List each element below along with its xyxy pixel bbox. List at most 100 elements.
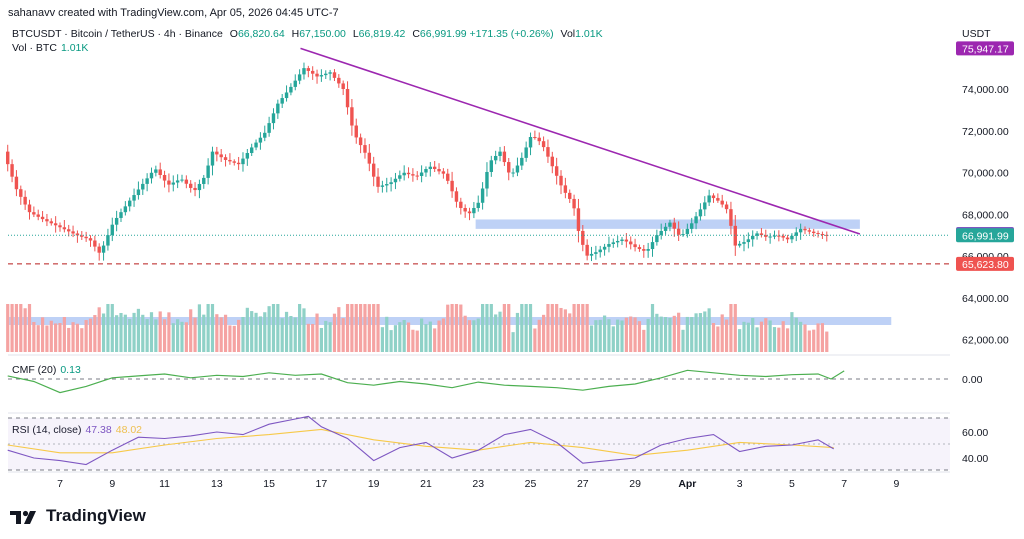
candle-body: [67, 229, 71, 232]
volume-bar: [350, 304, 354, 352]
volume-bar: [585, 304, 589, 352]
candle-body: [419, 172, 424, 176]
volume-bar: [71, 322, 75, 352]
candle-body: [459, 201, 463, 208]
volume-bar: [803, 324, 807, 352]
time-axis-label: 5: [789, 478, 795, 490]
volume-bar: [136, 308, 141, 352]
volume-bar: [629, 316, 633, 352]
volume-bar: [463, 315, 467, 352]
volume-bar: [646, 318, 650, 352]
candle-body: [228, 159, 232, 162]
price-axis-label: 74,000.00: [962, 84, 1009, 96]
time-axis-label: 3: [737, 478, 743, 490]
candle-body: [716, 198, 720, 201]
volume-bar: [88, 318, 93, 352]
volume-bar: [306, 323, 310, 352]
volume-bar: [219, 317, 223, 352]
candle-body: [711, 195, 716, 199]
volume-bar: [27, 304, 32, 352]
volume-bar: [345, 304, 350, 352]
volume-bar: [62, 317, 66, 352]
cmf-legend: CMF (20) 0.13: [12, 364, 81, 376]
symbol-description[interactable]: BTCUSDT · Bitcoin / TetherUS · 4h · Bina…: [12, 28, 223, 40]
volume-bar: [494, 314, 498, 352]
candle-body: [493, 155, 498, 161]
candle-body: [202, 177, 206, 184]
descending-trendline: [300, 47, 861, 235]
candle-body: [402, 172, 406, 176]
volume-bar: [537, 319, 541, 352]
volume-bar: [154, 319, 158, 352]
candle-body: [284, 92, 289, 99]
candle-body: [332, 72, 337, 78]
volume-bar: [376, 304, 380, 352]
volume-bar: [498, 311, 502, 352]
volume-bar: [149, 312, 154, 352]
cmf-label[interactable]: CMF (20): [12, 364, 57, 376]
candle-body: [820, 233, 825, 235]
volume-bar: [189, 309, 193, 352]
candle-body: [197, 183, 202, 191]
rsi-axis-label: 40.00: [962, 453, 988, 465]
candle-body: [615, 240, 620, 243]
candle-body: [598, 249, 602, 253]
volume-bar: [223, 314, 228, 352]
candle-body: [289, 86, 293, 93]
price-tag-label: 66,991.99: [962, 230, 1009, 242]
symbol-legend: BTCUSDT · Bitcoin / TetherUS · 4h · Bina…: [12, 28, 603, 40]
candle-body: [415, 175, 419, 177]
candle-body: [241, 158, 245, 165]
candle-body: [406, 172, 411, 175]
time-axis-label: 21: [420, 478, 432, 490]
volume-bar: [101, 313, 106, 352]
currency-label[interactable]: USDT: [962, 28, 991, 40]
volume-bar: [476, 318, 480, 352]
candle-body: [219, 154, 223, 158]
candle-body: [93, 240, 97, 247]
volume-bar: [106, 304, 110, 352]
volume-bar: [480, 304, 485, 352]
high-value: 67,150.00: [299, 28, 346, 40]
candle-body: [385, 184, 389, 186]
volume-bar: [624, 317, 628, 352]
volume-bar: [132, 312, 136, 352]
candle-body: [524, 147, 528, 158]
candle-body: [594, 252, 598, 254]
time-axis-label: 15: [263, 478, 275, 490]
volume-bar: [472, 320, 476, 352]
volume-bar: [180, 321, 184, 352]
volume-bar: [398, 322, 402, 352]
candle-body: [132, 195, 136, 201]
volume-bar: [559, 307, 563, 352]
volume-bar: [746, 322, 750, 352]
rsi-label[interactable]: RSI (14, close): [12, 424, 82, 436]
volume-key: Vol: [560, 28, 576, 40]
volume-bar: [363, 304, 367, 352]
candle-body: [611, 242, 615, 245]
volume-bar: [36, 325, 40, 352]
volume-bar: [428, 321, 432, 352]
volume-bar: [515, 312, 520, 352]
volume-bar: [568, 313, 572, 352]
time-axis-label: 17: [316, 478, 328, 490]
candle-body: [733, 225, 737, 246]
volume-bar: [637, 321, 642, 352]
tradingview-logo[interactable]: TradingView: [10, 506, 146, 526]
volume-bar: [751, 317, 755, 352]
volume-bar: [794, 317, 798, 352]
volume-bar: [80, 328, 84, 352]
volume-indicator-label[interactable]: Vol · BTC: [12, 42, 57, 54]
candle-body: [189, 183, 193, 188]
candle-body: [659, 230, 663, 236]
volume-bar: [210, 304, 215, 352]
candle-body: [803, 228, 807, 231]
volume-bar: [620, 320, 624, 352]
volume-bar: [703, 311, 707, 352]
volume-bar: [790, 312, 794, 352]
time-axis-label: 7: [57, 478, 63, 490]
candle-body: [19, 189, 23, 197]
candle-body: [324, 73, 328, 76]
volume-bar: [594, 320, 598, 352]
